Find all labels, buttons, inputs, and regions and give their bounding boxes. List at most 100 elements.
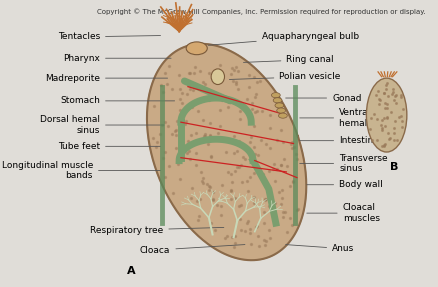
Point: [207, 153, 214, 158]
Point: [247, 135, 254, 139]
Point: [251, 109, 258, 114]
Point: [180, 147, 187, 152]
Point: [286, 142, 293, 147]
Point: [387, 110, 394, 115]
Point: [195, 214, 202, 218]
Point: [152, 145, 159, 149]
Point: [237, 228, 244, 233]
Point: [266, 126, 273, 130]
Point: [199, 80, 206, 85]
Point: [391, 118, 398, 123]
Point: [274, 104, 281, 109]
Point: [172, 127, 179, 132]
Ellipse shape: [366, 78, 406, 152]
Point: [187, 157, 194, 161]
Point: [197, 170, 204, 174]
Point: [204, 96, 211, 100]
Point: [241, 229, 248, 234]
Point: [201, 97, 208, 101]
Point: [385, 137, 392, 141]
Point: [158, 123, 165, 128]
Point: [224, 105, 231, 109]
Point: [382, 83, 389, 88]
Point: [232, 64, 239, 69]
Point: [159, 156, 166, 160]
Point: [278, 196, 285, 200]
Point: [388, 86, 395, 91]
Point: [163, 82, 170, 87]
Point: [379, 91, 386, 96]
Point: [201, 133, 208, 138]
Point: [196, 196, 203, 201]
Point: [178, 91, 185, 95]
Point: [228, 65, 235, 70]
Point: [244, 73, 251, 77]
Ellipse shape: [271, 93, 279, 98]
Point: [253, 109, 260, 114]
Point: [182, 119, 189, 123]
Point: [209, 189, 216, 194]
Point: [192, 162, 199, 167]
Point: [207, 220, 214, 225]
Point: [369, 111, 376, 116]
Point: [379, 90, 386, 95]
Point: [237, 163, 244, 167]
Point: [250, 201, 257, 205]
Point: [288, 139, 295, 144]
Text: Anus: Anus: [285, 244, 353, 253]
Text: Madreporite: Madreporite: [45, 74, 167, 83]
Point: [372, 137, 379, 142]
Point: [188, 105, 195, 110]
Point: [198, 179, 205, 183]
Point: [209, 197, 216, 201]
Point: [286, 184, 293, 189]
Point: [246, 174, 253, 179]
Point: [377, 123, 384, 127]
Point: [187, 196, 194, 200]
Point: [372, 92, 379, 97]
Point: [221, 236, 228, 241]
Text: Tentacles: Tentacles: [58, 32, 160, 41]
Point: [226, 189, 233, 193]
Point: [205, 188, 212, 192]
Point: [199, 118, 206, 122]
Point: [244, 189, 251, 194]
Text: B: B: [389, 162, 398, 172]
Point: [379, 115, 386, 120]
Ellipse shape: [276, 108, 285, 113]
Point: [389, 90, 396, 94]
Point: [380, 143, 387, 148]
Text: Stomach: Stomach: [60, 96, 174, 105]
Point: [190, 71, 197, 75]
Point: [243, 179, 250, 183]
Point: [240, 157, 247, 161]
Point: [252, 225, 259, 230]
Point: [293, 207, 300, 212]
Point: [271, 179, 278, 184]
Point: [178, 101, 185, 106]
Point: [159, 89, 166, 94]
Point: [171, 129, 178, 133]
Point: [194, 218, 201, 222]
Point: [184, 139, 191, 143]
Point: [231, 169, 238, 173]
Point: [378, 144, 385, 149]
Point: [217, 212, 224, 217]
Point: [378, 118, 385, 122]
Point: [203, 182, 210, 187]
Point: [281, 210, 288, 214]
Point: [247, 242, 254, 247]
Point: [279, 140, 286, 144]
Point: [253, 224, 260, 228]
Point: [170, 191, 177, 196]
Point: [389, 138, 396, 142]
Point: [176, 86, 183, 91]
Point: [240, 155, 247, 159]
Point: [381, 87, 389, 92]
Point: [161, 150, 168, 154]
Point: [216, 108, 223, 113]
Point: [188, 185, 195, 190]
Point: [378, 128, 385, 133]
Point: [277, 202, 284, 206]
Ellipse shape: [272, 98, 281, 103]
